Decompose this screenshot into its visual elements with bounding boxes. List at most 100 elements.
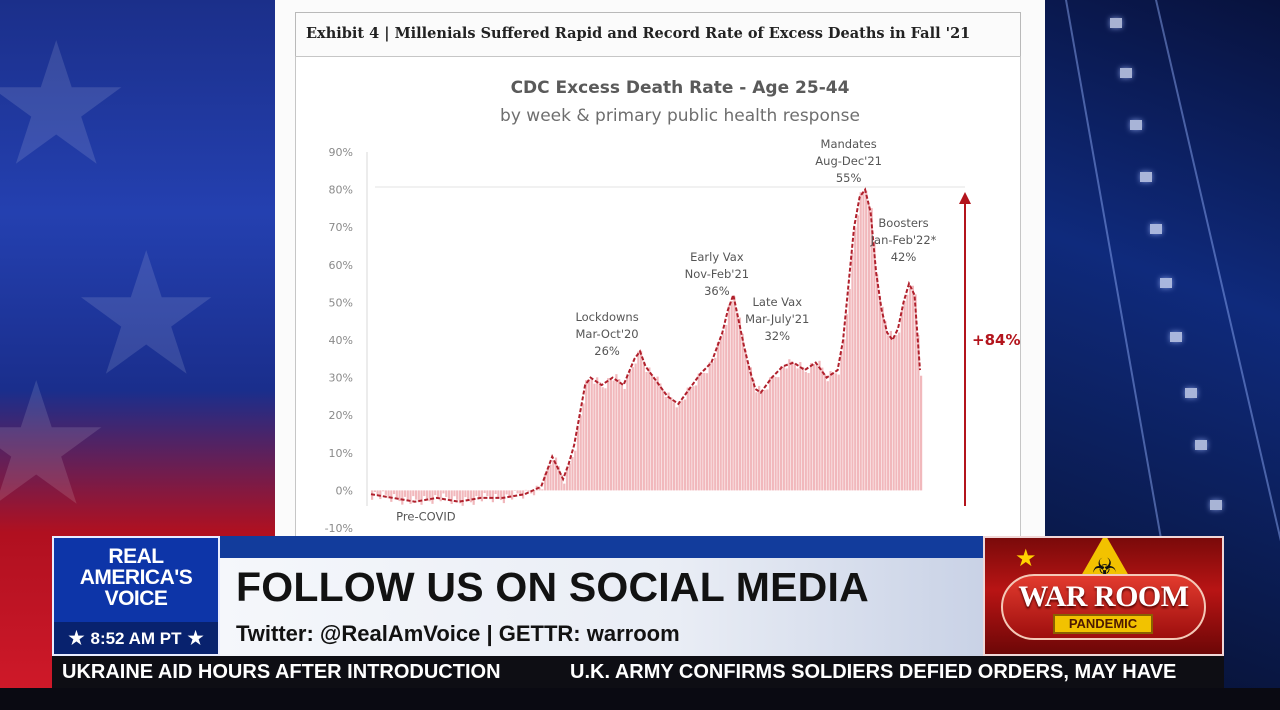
- weekly-bar: [434, 490, 437, 496]
- weekly-bar: [661, 390, 665, 491]
- weekly-bar: [607, 378, 610, 491]
- chart-title: CDC Excess Death Rate - Age 25-44: [511, 78, 850, 98]
- weekly-bar: [406, 490, 409, 501]
- weekly-bar: [442, 490, 445, 494]
- weekly-bar: [840, 351, 843, 491]
- pandemic-label: PANDEMIC: [1053, 614, 1153, 634]
- stage-light: [1130, 120, 1142, 130]
- weekly-bar: [914, 294, 917, 491]
- weekly-bar: [681, 400, 684, 491]
- trend-line: [370, 187, 921, 503]
- weekly-bar: [777, 377, 780, 491]
- annotation-label: Early Vax Nov-Feb'21 36%: [685, 250, 749, 298]
- weekly-bar: [845, 314, 849, 491]
- y-tick-label: 20%: [329, 409, 353, 422]
- weekly-bar: [524, 489, 527, 491]
- weekly-bar: [714, 357, 717, 491]
- exhibit-header: Exhibit 4 | Millenials Suffered Rapid an…: [295, 12, 1021, 56]
- weekly-bar: [672, 402, 676, 491]
- weekly-bar: [766, 389, 769, 491]
- weekly-bar: [906, 294, 909, 491]
- y-tick-label: 40%: [329, 334, 353, 347]
- weekly-bar: [541, 489, 544, 491]
- weekly-bar: [692, 386, 695, 491]
- weekly-bar: [409, 490, 412, 504]
- weekly-bar: [436, 490, 440, 498]
- weekly-bar: [574, 450, 577, 491]
- weekly-bar: [568, 463, 571, 491]
- weekly-bar: [431, 490, 434, 504]
- weekly-bar: [428, 490, 431, 502]
- stage-light: [1110, 18, 1122, 28]
- weekly-bar: [881, 306, 884, 491]
- weekly-bar: [543, 473, 547, 491]
- bottom-strip: [0, 688, 1280, 710]
- weekly-bar: [500, 490, 503, 501]
- weekly-bar: [401, 490, 404, 505]
- weekly-bar: [615, 374, 618, 491]
- weekly-bar: [708, 362, 711, 491]
- weekly-bar: [895, 335, 898, 491]
- weekly-bar: [689, 386, 692, 491]
- weekly-bar: [590, 378, 593, 491]
- weekly-bar: [686, 387, 689, 491]
- weekly-bar: [645, 371, 648, 491]
- annotation-label: Lockdowns Mar-Oct'20 26%: [575, 310, 638, 358]
- weekly-bar: [878, 296, 882, 491]
- weekly-bar: [596, 377, 599, 491]
- network-logo-text: REAL AMERICA'S VOICE: [54, 546, 218, 609]
- weekly-bar: [379, 490, 382, 500]
- weekly-bar: [491, 490, 494, 503]
- weekly-bar: [760, 390, 763, 491]
- weekly-bar: [815, 365, 818, 491]
- background-star-icon: ★: [70, 216, 223, 414]
- weekly-bar: [865, 190, 868, 491]
- weekly-bar: [519, 490, 522, 497]
- background-star-icon: ★: [0, 346, 113, 544]
- weekly-bar: [640, 350, 643, 491]
- weekly-bar: [725, 324, 728, 491]
- weekly-bar: [719, 337, 722, 491]
- weekly-bar: [516, 490, 519, 494]
- weekly-bar: [920, 375, 923, 491]
- weekly-bar: [859, 192, 862, 491]
- weekly-bar: [733, 296, 736, 491]
- weekly-bar: [823, 374, 827, 491]
- weekly-bar: [538, 487, 541, 491]
- weekly-bar: [796, 368, 799, 491]
- weekly-bar: [563, 483, 566, 491]
- y-tick-label: 80%: [329, 184, 353, 197]
- stage-light: [1160, 278, 1172, 288]
- ticker-item: U.K. ARMY CONFIRMS SOLDIERS DEFIED ORDER…: [570, 661, 1177, 683]
- weekly-bar: [812, 364, 816, 491]
- weekly-bar: [381, 490, 385, 492]
- weekly-bar: [889, 330, 893, 491]
- weekly-bar: [464, 490, 467, 498]
- weekly-bar: [593, 383, 596, 491]
- weekly-bar: [763, 390, 766, 491]
- weekly-bar: [582, 403, 585, 491]
- weekly-bar: [697, 373, 700, 491]
- weekly-bar: [637, 351, 640, 491]
- weekly-bar: [629, 370, 632, 491]
- weekly-bar: [414, 490, 418, 500]
- weekly-bar: [900, 311, 903, 491]
- weekly-bar: [478, 490, 481, 499]
- weekly-bar: [508, 490, 511, 497]
- weekly-bar: [804, 371, 807, 491]
- weekly-bar: [480, 490, 483, 502]
- weekly-bar: [439, 490, 442, 502]
- weekly-bar: [694, 385, 698, 491]
- weekly-bar: [469, 490, 473, 503]
- weekly-bar: [856, 215, 860, 491]
- weekly-bar: [876, 274, 879, 491]
- weekly-bar: [903, 301, 906, 491]
- weekly-bar: [598, 382, 602, 491]
- weekly-bar: [788, 359, 791, 491]
- weekly-bar: [678, 400, 681, 491]
- weekly-bar: [585, 380, 588, 491]
- logo-line: VOICE: [104, 587, 168, 610]
- weekly-bar: [744, 350, 747, 491]
- weekly-bar: [774, 376, 777, 491]
- weekly-bar: [705, 373, 709, 491]
